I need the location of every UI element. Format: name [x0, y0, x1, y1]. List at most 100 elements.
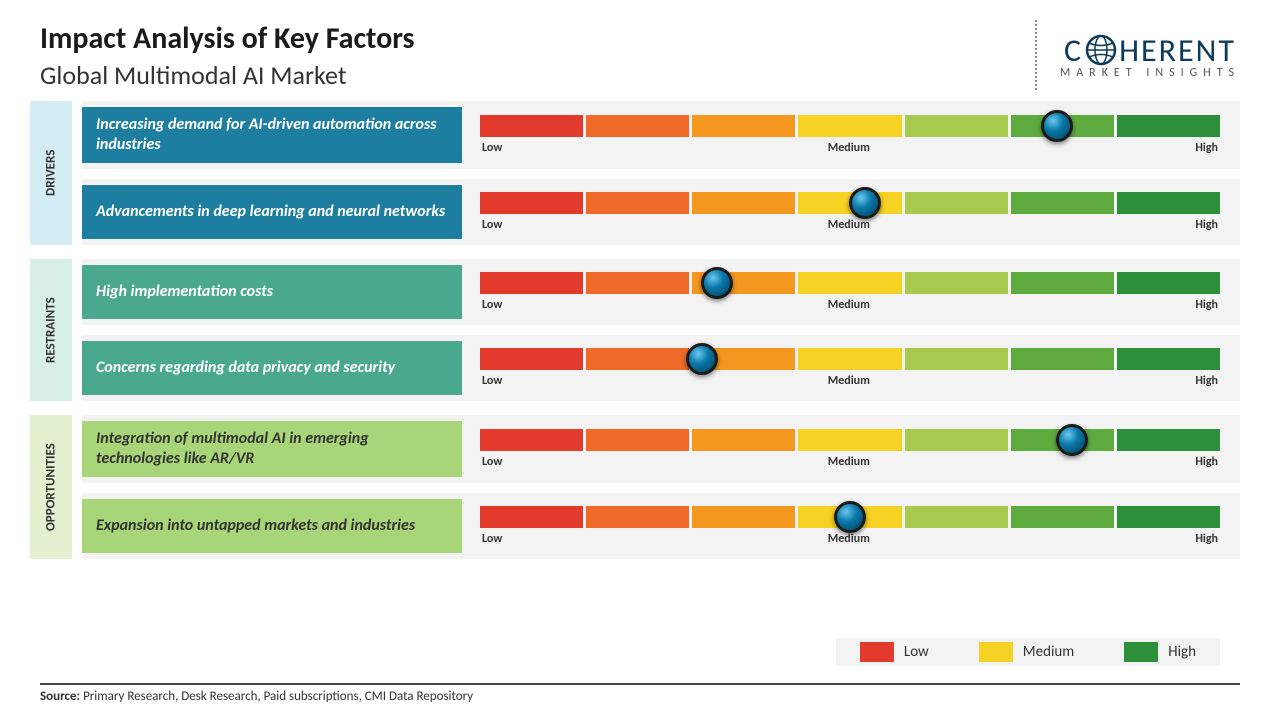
gauge-labels: Low Medium High — [480, 298, 1220, 312]
gauge-segment — [1117, 272, 1220, 294]
gauge-segment — [1117, 192, 1220, 214]
gauge-segment — [798, 272, 901, 294]
category-label: DRIVERS — [30, 101, 72, 245]
gauge-segment — [480, 272, 583, 294]
legend-swatch — [1124, 642, 1158, 662]
gauge-label-medium: Medium — [828, 374, 870, 388]
gauge-label-high: High — [1195, 298, 1218, 312]
gauge-wrap: Low Medium High — [480, 272, 1234, 312]
gauge-labels: Low Medium High — [480, 455, 1220, 469]
impact-gauge — [480, 348, 1220, 370]
logo-text: C HERENT MARKET INSIGHTS — [1060, 31, 1240, 80]
category-section: RESTRAINTSHigh implementation costs Low Me… — [30, 259, 1240, 401]
gauge-segment — [586, 192, 689, 214]
gauge-marker — [1041, 110, 1073, 142]
gauge-wrap: Low Medium High — [480, 348, 1234, 388]
category-rows: Integration of multimodal AI in emerging… — [82, 415, 1240, 559]
gauge-labels: LowMediumHigh — [480, 141, 1220, 155]
gauge-segment — [1117, 506, 1220, 528]
gauge-segment — [905, 348, 1008, 370]
gauge-label-medium: Medium — [828, 298, 870, 312]
gauge-segment — [905, 429, 1008, 451]
gauge-marker — [701, 267, 733, 299]
gauge-segment — [1117, 115, 1220, 137]
globe-icon — [1085, 34, 1117, 66]
gauge-segment — [692, 192, 795, 214]
gauge-marker — [686, 343, 718, 375]
gauge-label-high: High — [1195, 532, 1218, 546]
gauge-label-high: High — [1195, 218, 1218, 232]
brand-logo: C HERENT MARKET INSIGHTS — [1035, 20, 1240, 90]
gauge-segment — [798, 429, 901, 451]
impact-gauge — [480, 272, 1220, 294]
logo-tagline: MARKET INSIGHTS — [1060, 66, 1240, 80]
legend-label: Low — [904, 643, 929, 661]
main-title: Impact Analysis of Key Factors — [40, 20, 1035, 57]
logo-brand-left: C — [1064, 31, 1083, 70]
gauge-label-high: High — [1195, 455, 1218, 469]
content-area: DRIVERSIncreasing demand for AI-driven a… — [0, 101, 1280, 559]
gauge-segment — [798, 115, 901, 137]
gauge-segment — [480, 115, 583, 137]
gauge-segment — [480, 429, 583, 451]
legend: Low Medium High — [836, 638, 1220, 666]
gauge-label-high: High — [1195, 374, 1218, 388]
gauge-label-low: Low — [482, 298, 502, 312]
gauge-label-low: Low — [482, 455, 502, 469]
gauge-segment — [480, 506, 583, 528]
category-label: RESTRAINTS — [30, 259, 72, 401]
gauge-segment — [586, 115, 689, 137]
source-text: Primary Research, Desk Research, Paid su… — [80, 689, 473, 704]
gauge-segment — [1011, 506, 1114, 528]
factor-row: Expansion into untapped markets and indu… — [82, 493, 1240, 559]
factor-label: Advancements in deep learning and neural… — [82, 185, 462, 239]
gauge-segment — [586, 272, 689, 294]
logo-brand: C HERENT — [1064, 31, 1236, 70]
gauge-segment — [1011, 348, 1114, 370]
gauge-wrap: Low Medium High — [480, 429, 1234, 469]
legend-item: Low — [860, 642, 929, 662]
legend-swatch — [979, 642, 1013, 662]
impact-gauge — [480, 115, 1220, 137]
gauge-label-medium: Medium — [828, 141, 870, 155]
gauge-label-medium: Medium — [828, 455, 870, 469]
factor-row: Concerns regarding data privacy and secu… — [82, 335, 1240, 401]
source-prefix: Source: — [40, 689, 80, 704]
source-line: Source: Primary Research, Desk Research,… — [40, 683, 1240, 704]
gauge-label-low: Low — [482, 374, 502, 388]
gauge-segment — [586, 429, 689, 451]
gauge-label-high: High — [1195, 141, 1218, 155]
gauge-marker — [834, 501, 866, 533]
gauge-wrap: LowMediumHigh — [480, 115, 1234, 155]
category-section: OPPORTUNITIESIntegration of multimodal A… — [30, 415, 1240, 559]
category-section: DRIVERSIncreasing demand for AI-driven a… — [30, 101, 1240, 245]
factor-row: Increasing demand for AI-driven automati… — [82, 101, 1240, 169]
logo-divider — [1035, 20, 1037, 90]
legend-item: Medium — [979, 642, 1074, 662]
gauge-segment — [692, 115, 795, 137]
impact-gauge — [480, 192, 1220, 214]
factor-label: Concerns regarding data privacy and secu… — [82, 341, 462, 395]
gauge-wrap: LowMediumHigh — [480, 506, 1234, 546]
gauge-segment — [798, 348, 901, 370]
gauge-wrap: LowMediumHigh — [480, 192, 1234, 232]
category-rows: High implementation costs Low Medium High Co… — [82, 259, 1240, 401]
logo-brand-right: HERENT — [1119, 31, 1236, 70]
gauge-segment — [692, 506, 795, 528]
factor-label: Integration of multimodal AI in emerging… — [82, 421, 462, 477]
gauge-labels: Low Medium High — [480, 374, 1220, 388]
gauge-segment — [692, 429, 795, 451]
gauge-marker — [1056, 424, 1088, 456]
gauge-label-medium: Medium — [828, 218, 870, 232]
gauge-segment — [905, 272, 1008, 294]
gauge-segment — [905, 115, 1008, 137]
factor-row: Advancements in deep learning and neural… — [82, 179, 1240, 245]
gauge-segment — [905, 506, 1008, 528]
gauge-segment — [1011, 272, 1114, 294]
legend-label: High — [1168, 643, 1196, 661]
legend-label: Medium — [1023, 643, 1074, 661]
factor-label: High implementation costs — [82, 265, 462, 319]
gauge-labels: LowMediumHigh — [480, 218, 1220, 232]
factor-label: Increasing demand for AI-driven automati… — [82, 107, 462, 163]
legend-swatch — [860, 642, 894, 662]
